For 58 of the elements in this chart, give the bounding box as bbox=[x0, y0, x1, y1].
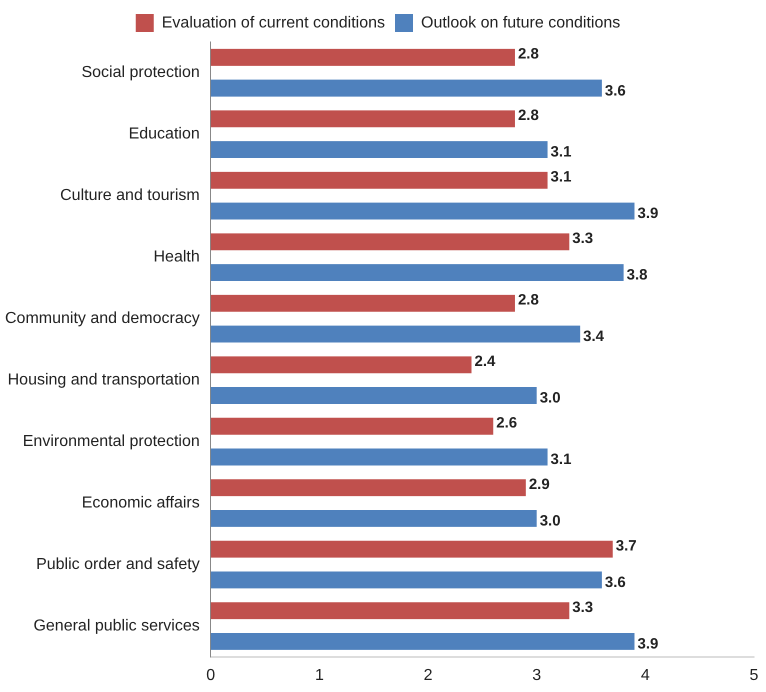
bar bbox=[210, 510, 537, 527]
x-tick-label: 0 bbox=[206, 666, 216, 684]
y-tick-label: Culture and tourism bbox=[60, 187, 200, 204]
y-tick-label: Economic affairs bbox=[82, 494, 200, 512]
bar bbox=[210, 233, 570, 250]
data-label: 3.6 bbox=[604, 82, 626, 100]
bar bbox=[210, 110, 515, 128]
bar bbox=[210, 479, 526, 496]
bar bbox=[210, 448, 548, 466]
bar bbox=[210, 326, 580, 342]
x-tick-label: 4 bbox=[640, 666, 650, 684]
data-label: 3.3 bbox=[572, 598, 594, 616]
data-label: 3.6 bbox=[604, 574, 626, 592]
data-label: 3.1 bbox=[550, 451, 572, 468]
data-label: 3.1 bbox=[550, 144, 572, 161]
data-label: 3.4 bbox=[583, 328, 605, 346]
data-label: 2.4 bbox=[474, 352, 496, 370]
data-label: 3.0 bbox=[540, 512, 561, 530]
x-tick-label: 3 bbox=[532, 666, 542, 684]
data-label: 3.1 bbox=[550, 168, 572, 186]
bar bbox=[210, 387, 537, 404]
y-tick-label: Health bbox=[153, 248, 200, 266]
x-tick-label: 5 bbox=[750, 666, 759, 684]
y-tick-label: Housing and transportation bbox=[8, 372, 200, 389]
bar bbox=[210, 356, 472, 374]
x-tick-label: 2 bbox=[424, 666, 433, 684]
x-tick-label: 1 bbox=[314, 666, 324, 684]
bar bbox=[210, 540, 613, 558]
data-label: 3.8 bbox=[626, 266, 648, 284]
data-label: 2.8 bbox=[518, 106, 539, 124]
bar bbox=[210, 48, 515, 66]
data-label: 2.8 bbox=[518, 291, 539, 308]
data-label: 3.9 bbox=[637, 636, 658, 653]
data-label: 3.0 bbox=[540, 390, 561, 407]
data-label: 2.9 bbox=[528, 476, 550, 493]
bar bbox=[210, 172, 548, 189]
bar bbox=[210, 571, 602, 588]
y-tick-label: Education bbox=[128, 126, 200, 143]
legend-label: Evaluation of current conditions bbox=[162, 14, 386, 32]
bar bbox=[210, 264, 624, 282]
data-label: 3.7 bbox=[616, 537, 637, 554]
y-tick-label: General public services bbox=[33, 617, 200, 634]
data-label: 2.8 bbox=[518, 46, 539, 63]
bar bbox=[210, 80, 602, 97]
bar bbox=[210, 202, 634, 220]
y-tick-label: Social protection bbox=[81, 64, 200, 82]
data-label: 3.3 bbox=[572, 230, 594, 247]
bar bbox=[210, 418, 494, 435]
y-tick-label: Public order and safety bbox=[36, 556, 200, 573]
y-tick-label: Environmental protection bbox=[22, 433, 200, 450]
bar bbox=[210, 294, 515, 312]
bar bbox=[210, 602, 570, 620]
data-label: 2.6 bbox=[496, 414, 518, 432]
bar bbox=[210, 141, 548, 158]
data-label: 3.9 bbox=[637, 205, 658, 222]
legend-label: Outlook on future conditions bbox=[421, 14, 620, 32]
y-tick-label: Community and democracy bbox=[4, 310, 200, 328]
bar bbox=[210, 632, 634, 650]
